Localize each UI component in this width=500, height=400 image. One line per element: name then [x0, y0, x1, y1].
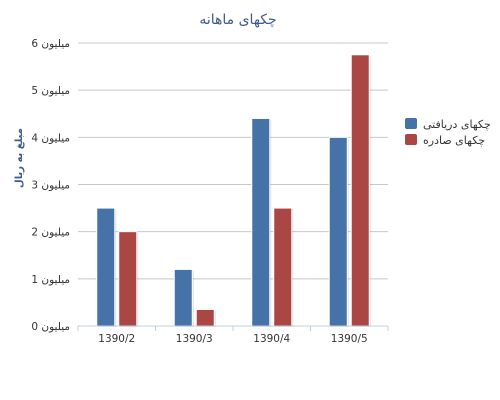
x-tick-label: 1390/3: [176, 333, 213, 345]
bar[interactable]: [251, 117, 271, 327]
y-tick-label: 0 میلیون: [31, 321, 70, 333]
bar[interactable]: [173, 268, 193, 327]
y-tick-label: 6 میلیون: [31, 38, 70, 50]
bar[interactable]: [273, 207, 293, 327]
bar[interactable]: [96, 207, 116, 327]
y-tick-label: 3 میلیون: [31, 180, 70, 192]
y-tick-label: 4 میلیون: [31, 132, 70, 144]
x-tick-label: 1390/5: [331, 333, 368, 345]
legend-swatch[interactable]: [405, 134, 417, 145]
chart-title: چکهای ماهانه: [199, 12, 276, 28]
bar[interactable]: [350, 54, 370, 327]
legend[interactable]: چکهای دریافتی چکهای صادره: [402, 115, 494, 155]
legend-item-label[interactable]: چکهای صادره: [423, 134, 485, 147]
y-tick-label: 5 میلیون: [31, 85, 70, 97]
y-tick-label: 2 میلیون: [31, 227, 70, 239]
y-axis-label: مبلغ به ریال: [14, 128, 25, 188]
legend-swatch[interactable]: [405, 118, 417, 129]
axes: 0 میلیون 1 میلیون 2 میلیون 3 میلیون 4 میلیون…: [31, 38, 389, 345]
bar[interactable]: [195, 308, 215, 327]
x-tick-label: 1390/2: [98, 333, 135, 345]
bar[interactable]: [328, 136, 348, 327]
bar[interactable]: [118, 231, 138, 327]
legend-box: [402, 115, 494, 155]
bars: [96, 54, 371, 328]
x-tick-label: 1390/4: [253, 333, 290, 345]
y-tick-label: 1 میلیون: [31, 274, 70, 286]
legend-item-label[interactable]: چکهای دریافتی: [423, 118, 491, 131]
